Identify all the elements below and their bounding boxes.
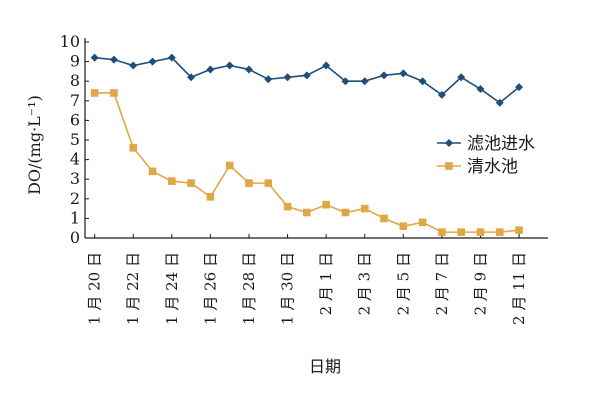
series-1-point bbox=[457, 228, 465, 236]
series-1-point bbox=[283, 202, 292, 211]
axes bbox=[84, 38, 548, 239]
series-0-point bbox=[418, 77, 427, 86]
series-0-point bbox=[129, 61, 138, 70]
legend-marker bbox=[445, 139, 453, 147]
x-tick-label: 1 月 28 日 bbox=[240, 252, 258, 325]
x-tick-label: 2 月 9 日 bbox=[471, 252, 489, 315]
x-tick-label: 2 月 3 日 bbox=[356, 252, 374, 315]
series-1-point bbox=[418, 218, 427, 227]
series-0-point bbox=[109, 55, 118, 64]
y-tick-label: 7 bbox=[70, 91, 80, 110]
series-1-point bbox=[341, 208, 350, 217]
series-1-point bbox=[476, 228, 485, 236]
x-ticks: 1 月 20 日 1 月 22 日 1 月 24 日 1 月 26 日 1 月 28 日… bbox=[86, 234, 528, 325]
series-0-point bbox=[322, 61, 331, 70]
series-1-point bbox=[168, 177, 176, 185]
series-1-point bbox=[515, 226, 523, 234]
y-tick-label: 10 bbox=[60, 32, 80, 51]
series-1-point bbox=[206, 193, 215, 201]
series-0-point bbox=[167, 53, 176, 62]
series-1-point bbox=[495, 228, 504, 236]
series-0-point bbox=[283, 73, 292, 82]
series-1-point bbox=[264, 179, 273, 187]
series-0-point bbox=[399, 69, 408, 78]
series-0-point bbox=[90, 53, 99, 62]
series-1-point bbox=[380, 214, 388, 223]
series-0-point bbox=[515, 83, 524, 92]
x-tick-label: 1 月 26 日 bbox=[201, 252, 219, 325]
y-tick-label: 8 bbox=[70, 71, 80, 90]
x-tick-label: 2 月 11 日 bbox=[510, 252, 528, 325]
series-1-point bbox=[438, 228, 446, 236]
y-tick-label: 5 bbox=[70, 130, 80, 149]
series-0-point bbox=[264, 75, 273, 84]
series-0-point bbox=[380, 71, 389, 80]
series-1-point bbox=[322, 200, 330, 209]
series-0-point bbox=[341, 77, 350, 86]
series-group bbox=[90, 53, 524, 236]
y-tick-label: 6 bbox=[70, 110, 80, 129]
series-1-point bbox=[245, 179, 253, 187]
series-0-point bbox=[360, 77, 369, 86]
series-1-point bbox=[110, 89, 118, 97]
y-axis-title: DO/(mg·L⁻¹) bbox=[25, 95, 44, 195]
y-tick-label: 4 bbox=[70, 150, 80, 169]
series-1-point bbox=[90, 89, 99, 97]
series-line-0 bbox=[94, 56, 520, 104]
y-tick-label: 3 bbox=[70, 169, 80, 188]
x-tick-label: 1 月 24 日 bbox=[163, 252, 181, 325]
legend-label: 清水池 bbox=[467, 157, 518, 177]
x-tick-label: 2 月 1 日 bbox=[317, 252, 335, 315]
series-0-point bbox=[495, 98, 504, 107]
series-1-point bbox=[225, 161, 234, 170]
legend-label: 滤池进水 bbox=[467, 134, 535, 154]
series-1-point bbox=[360, 204, 369, 213]
series-1-point bbox=[303, 208, 311, 217]
y-tick-label: 2 bbox=[70, 189, 80, 208]
series-1-point bbox=[129, 144, 138, 152]
series-0-point bbox=[302, 71, 311, 80]
series-0-point bbox=[437, 90, 446, 99]
series-0-point bbox=[476, 85, 485, 94]
series-1-point bbox=[187, 179, 195, 187]
series-0-point bbox=[206, 65, 215, 74]
x-tick-label: 1 月 22 日 bbox=[124, 252, 142, 325]
x-tick-label: 1 月 20 日 bbox=[86, 252, 104, 325]
x-tick-label: 1 月 30 日 bbox=[279, 252, 297, 325]
series-0-point bbox=[225, 61, 234, 70]
y-tick-label: 0 bbox=[70, 228, 80, 247]
series-0-point bbox=[244, 65, 253, 74]
legend-marker bbox=[445, 162, 453, 170]
y-tick-label: 1 bbox=[70, 208, 80, 227]
series-0-point bbox=[187, 73, 196, 82]
x-axis-title: 日期 bbox=[309, 357, 341, 376]
series-0-point bbox=[457, 73, 466, 82]
x-tick-label: 2 月 5 日 bbox=[394, 252, 412, 315]
series-1-point bbox=[399, 222, 408, 231]
y-tick-label: 9 bbox=[70, 52, 80, 71]
x-tick-label: 2 月 7 日 bbox=[433, 252, 451, 315]
series-1-point bbox=[148, 167, 157, 176]
series-0-point bbox=[148, 57, 157, 66]
